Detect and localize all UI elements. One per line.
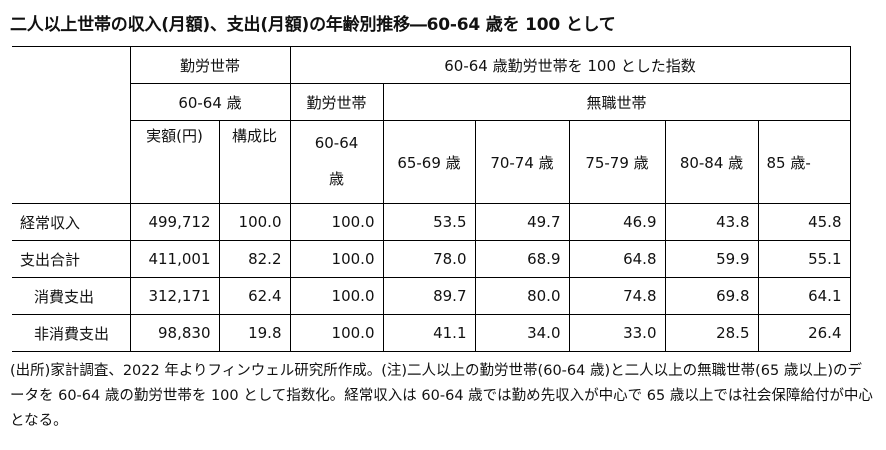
table-title: 二人以上世帯の収入(月額)、支出(月額)の年齢別推移―60-64 歳を 100 … — [10, 15, 616, 35]
header-composition-ratio: 構成比 — [218, 120, 291, 204]
index-cell: 69.8 — [664, 277, 759, 315]
row-label: 非消費支出 — [12, 314, 131, 352]
base-index-cell: 100.0 — [289, 240, 384, 278]
amount-cell: 499,712 — [129, 203, 220, 241]
table-row: 消費支出 312,171 62.4 100.0 89.7 80.0 74.8 6… — [12, 277, 851, 315]
index-cell: 55.1 — [757, 240, 851, 278]
ratio-cell: 62.4 — [218, 277, 291, 315]
index-cell: 78.0 — [382, 240, 476, 278]
header-working-household: 勤労世帯 — [129, 46, 291, 84]
header-amount-yen: 実額(円) — [129, 120, 220, 204]
header-age-70-74: 70-74 歳 — [474, 120, 570, 204]
index-cell: 64.8 — [568, 240, 666, 278]
row-label: 支出合計 — [12, 240, 131, 278]
table-row: 経常収入 499,712 100.0 100.0 53.5 49.7 46.9 … — [12, 203, 851, 241]
index-cell: 74.8 — [568, 277, 666, 315]
header-row-1: 勤労世帯 60-64 歳勤労世帯を 100 とした指数 — [12, 46, 851, 204]
index-cell: 53.5 — [382, 203, 476, 241]
header-index-heading: 60-64 歳勤労世帯を 100 とした指数 — [289, 46, 851, 84]
corner-cell — [12, 46, 131, 204]
ratio-cell: 82.2 — [218, 240, 291, 278]
header-age-65-69: 65-69 歳 — [382, 120, 476, 204]
index-cell: 45.8 — [757, 203, 851, 241]
ratio-cell: 19.8 — [218, 314, 291, 352]
index-cell: 68.9 — [474, 240, 570, 278]
index-cell: 33.0 — [568, 314, 666, 352]
index-cell: 26.4 — [757, 314, 851, 352]
base-index-cell: 100.0 — [289, 203, 384, 241]
source-note: (出所)家計調査、2022 年よりフィンウェル研究所作成。(注)二人以上の勤労世… — [10, 363, 873, 429]
amount-cell: 411,001 — [129, 240, 220, 278]
index-cell: 89.7 — [382, 277, 476, 315]
index-cell: 41.1 — [382, 314, 476, 352]
header-row-2: 60-64 歳 勤労世帯 無職世帯 — [12, 83, 851, 121]
index-cell: 34.0 — [474, 314, 570, 352]
header-working-household-index: 勤労世帯 — [289, 83, 384, 121]
header-age-75-79: 75-79 歳 — [568, 120, 666, 204]
header-age-60-64-index: 60-64 歳 — [289, 120, 384, 204]
index-cell: 43.8 — [664, 203, 759, 241]
header-age-85-plus: 85 歳- — [757, 120, 851, 204]
index-cell: 80.0 — [474, 277, 570, 315]
income-expenditure-table: 勤労世帯 60-64 歳勤労世帯を 100 とした指数 60-64 歳 勤労世帯… — [12, 46, 851, 352]
index-cell: 49.7 — [474, 203, 570, 241]
row-label: 経常収入 — [12, 203, 131, 241]
index-cell: 59.9 — [664, 240, 759, 278]
base-index-cell: 100.0 — [289, 277, 384, 315]
amount-cell: 312,171 — [129, 277, 220, 315]
header-row-3: 実額(円) 構成比 60-64 歳 65-69 歳 70-74 歳 75-79 歳… — [12, 120, 851, 204]
index-cell: 64.1 — [757, 277, 851, 315]
index-cell: 46.9 — [568, 203, 666, 241]
amount-cell: 98,830 — [129, 314, 220, 352]
row-label: 消費支出 — [12, 277, 131, 315]
index-cell: 28.5 — [664, 314, 759, 352]
ratio-cell: 100.0 — [218, 203, 291, 241]
header-age-60-64: 60-64 歳 — [129, 83, 291, 121]
header-non-working-household: 無職世帯 — [382, 83, 851, 121]
table-row: 非消費支出 98,830 19.8 100.0 41.1 34.0 33.0 2… — [12, 314, 851, 352]
header-age-80-84: 80-84 歳 — [664, 120, 759, 204]
base-index-cell: 100.0 — [289, 314, 384, 352]
table-row: 支出合計 411,001 82.2 100.0 78.0 68.9 64.8 5… — [12, 240, 851, 278]
